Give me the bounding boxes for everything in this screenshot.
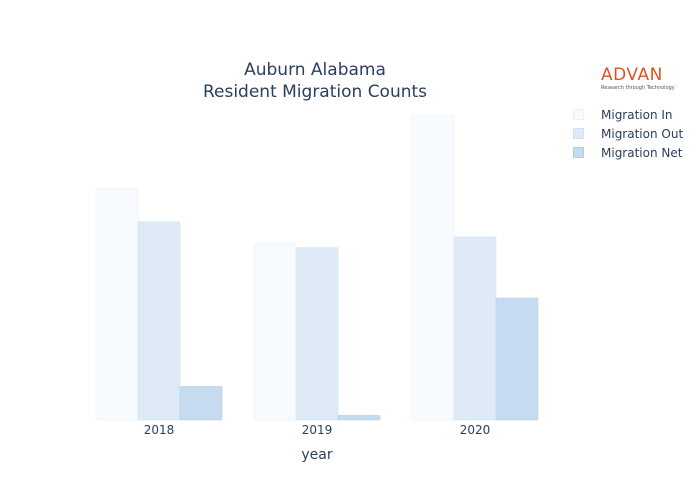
bar-migration-in-2020[interactable] [411,114,455,421]
bar-migration-in-2019[interactable] [253,242,297,421]
x-tick-label-2018: 2018 [144,423,175,437]
x-tick-labels: 2018 2019 2020 [144,423,491,437]
bars-group [95,114,539,421]
logo-wordmark: ADVAN [601,65,663,85]
legend-label-migration-out: Migration Out [601,126,684,141]
bar-migration-net-2018[interactable] [179,386,223,421]
legend-item-migration-net[interactable]: Migration Net [573,143,698,162]
legend-label-migration-in: Migration In [601,107,673,122]
bar-migration-net-2019[interactable] [337,415,381,421]
x-tick-label-2019: 2019 [302,423,333,437]
bar-migration-out-2020[interactable] [453,236,497,421]
legend-item-migration-in[interactable]: Migration In [573,105,698,124]
x-axis-title: year [301,447,333,463]
legend-swatch-migration-net [573,147,584,158]
legend-swatch-migration-out [573,128,584,139]
bar-migration-net-2020[interactable] [495,297,539,421]
chart-title: Auburn Alabama Resident Migration Counts [120,59,510,103]
chart-title-line-2: Resident Migration Counts [202,82,428,102]
legend-label-migration-net: Migration Net [601,145,683,160]
x-tick-label-2020: 2020 [460,423,491,437]
legend-item-migration-out[interactable]: Migration Out [573,124,698,143]
bar-migration-out-2019[interactable] [295,247,339,421]
bar-migration-out-2018[interactable] [137,221,181,421]
bar-migration-in-2018[interactable] [95,187,139,421]
legend-swatch-migration-in [573,109,584,120]
chart-legend: Migration In Migration Out Migration Net [573,105,698,162]
chart-title-line-1: Auburn Alabama [244,60,386,80]
logo-tagline: Research through Technology [601,85,675,91]
advan-logo: ADVAN Research through Technology [601,65,675,94]
